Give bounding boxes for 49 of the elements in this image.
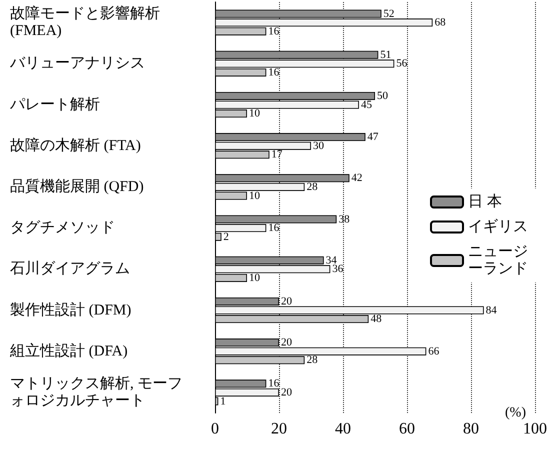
data-label: 45 <box>361 98 372 111</box>
data-label: 50 <box>377 90 388 102</box>
data-label: 2 <box>223 230 229 243</box>
data-label: 66 <box>428 345 440 358</box>
legend-label: 日 本 <box>468 193 502 210</box>
data-label: 42 <box>351 172 362 184</box>
data-label: 17 <box>271 148 283 161</box>
data-label: 16 <box>268 222 280 234</box>
data-label: 47 <box>367 131 379 144</box>
data-label: 28 <box>306 180 318 193</box>
x-tick-label: 40 <box>335 420 351 438</box>
x-axis-title: (%) <box>505 406 526 420</box>
data-label: 48 <box>370 313 382 326</box>
data-label: 16 <box>268 66 280 78</box>
data-label: 10 <box>249 272 260 284</box>
data-label: 56 <box>396 58 408 70</box>
y-tick-label: 組立性設計 (DFA) <box>9 342 128 360</box>
data-label: 30 <box>313 140 324 152</box>
y-tick-label: 石川ダイアグラム <box>10 260 130 278</box>
y-tick-label: バリューアナリシス <box>9 56 145 72</box>
data-label: 16 <box>268 25 280 38</box>
data-label: 16 <box>268 378 280 390</box>
data-label: 20 <box>281 386 292 398</box>
y-tick-label: マトリックス解析, モーフォロジカルチャート <box>10 374 182 409</box>
y-tick-label: 故障モードと影響解析 (FMEA) <box>10 5 164 40</box>
x-tick-label: 60 <box>399 420 415 438</box>
legend-label: ニュージーランド <box>468 244 528 277</box>
y-tick-label: 製作性設計 (DFM) <box>10 301 132 318</box>
data-label: 68 <box>434 16 446 29</box>
data-label: 10 <box>249 190 260 202</box>
data-label: 38 <box>338 213 350 226</box>
y-tick-label: パレート解析 <box>9 96 100 113</box>
legend-label: イギリス <box>468 218 528 235</box>
x-tick-label: 80 <box>463 420 479 438</box>
y-tick-label: タグチメソッド <box>10 220 115 236</box>
data-label: 36 <box>332 263 344 276</box>
y-tick-label: 品質機能展開 (QFD) <box>10 178 144 195</box>
data-label: 20 <box>281 336 292 349</box>
data-label: 51 <box>380 48 392 61</box>
data-label: 28 <box>306 354 318 366</box>
data-label: 20 <box>281 295 292 308</box>
y-tick-label: 故障の木解析 (FTA) <box>10 136 141 154</box>
data-label: 52 <box>383 8 394 20</box>
data-label: 1 <box>220 395 226 408</box>
data-label: 10 <box>249 108 260 120</box>
x-tick-label: 0 <box>211 420 219 438</box>
data-label: 84 <box>486 304 498 316</box>
x-tick-label: 20 <box>271 420 287 438</box>
x-tick-label: 100 <box>523 420 547 438</box>
